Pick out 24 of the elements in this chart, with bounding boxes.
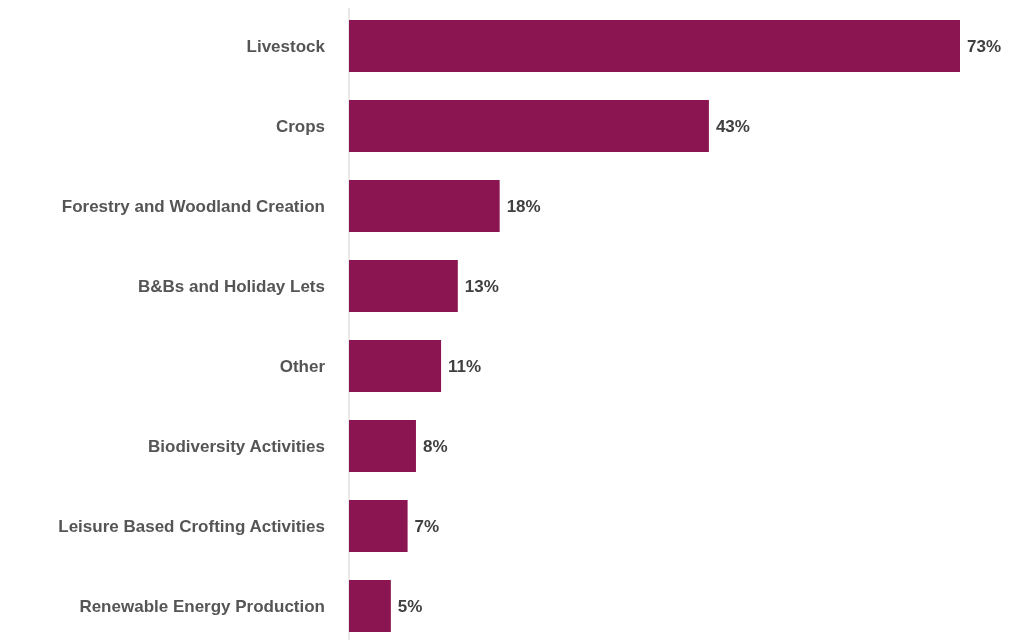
bar: [349, 180, 500, 232]
bar: [349, 500, 408, 552]
bar: [349, 20, 960, 72]
data-label: 8%: [422, 436, 448, 456]
data-label: 7%: [414, 516, 440, 536]
bar: [349, 420, 416, 472]
y-tick-label: Renewable Energy Production: [79, 596, 325, 616]
y-tick-label: Biodiversity Activities: [148, 436, 325, 456]
bar: [349, 580, 391, 632]
y-tick-label: Leisure Based Crofting Activities: [58, 516, 325, 536]
data-label: 5%: [397, 596, 423, 616]
bar: [349, 260, 458, 312]
y-tick-label: Other: [279, 356, 326, 376]
data-label: 13%: [464, 276, 499, 296]
bar: [349, 340, 442, 392]
bar: [349, 100, 709, 152]
y-tick-label: Crops: [275, 116, 325, 136]
data-label: 18%: [506, 196, 541, 216]
data-label: 73%: [967, 36, 1002, 56]
data-label: 43%: [715, 116, 750, 136]
y-tick-label: Livestock: [246, 36, 326, 56]
y-tick-label: Forestry and Woodland Creation: [61, 196, 325, 216]
y-tick-label: B&Bs and Holiday Lets: [137, 276, 325, 296]
data-label: 11%: [448, 356, 482, 376]
